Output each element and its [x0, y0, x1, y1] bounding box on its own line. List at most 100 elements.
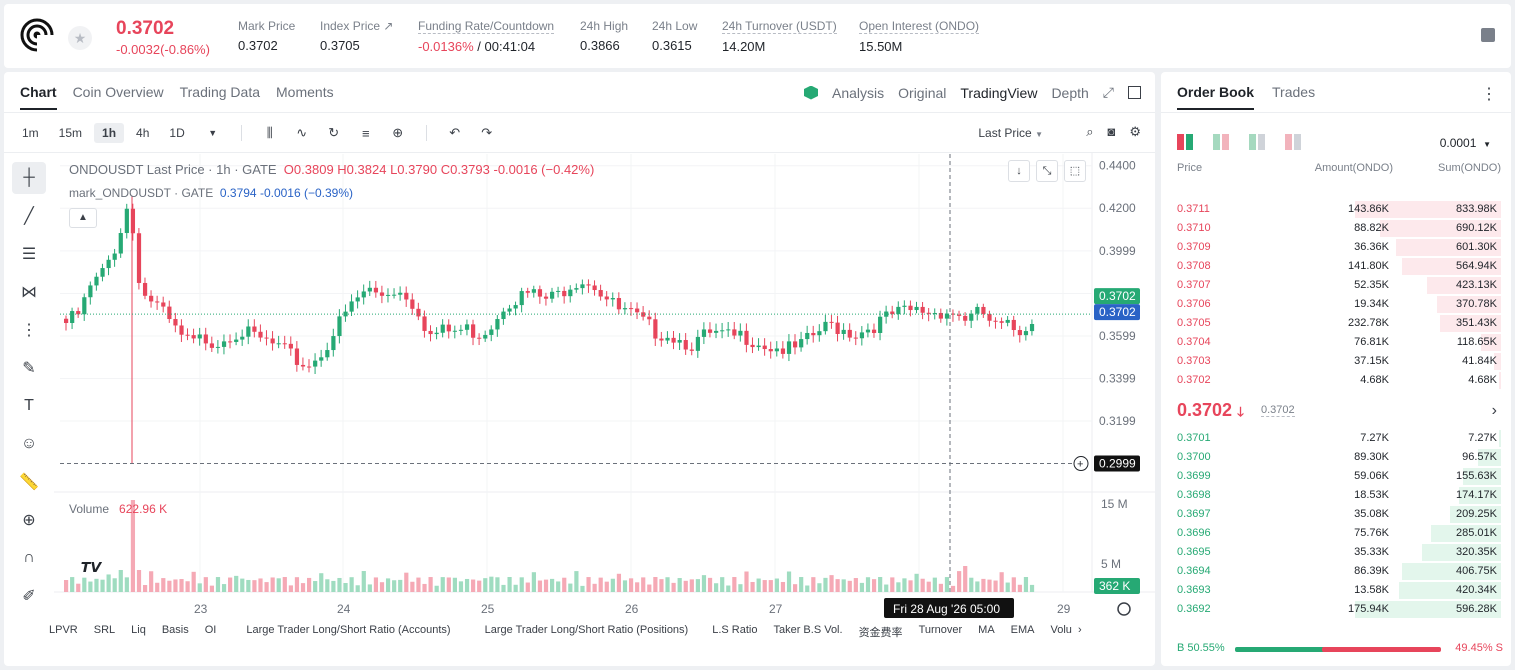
bid-row[interactable]: 0.3694 86.39K 406.75K: [1161, 562, 1511, 581]
bid-row[interactable]: 0.3701 7.27K 7.27K: [1161, 429, 1511, 448]
indicator-ls-accounts[interactable]: Large Trader Long/Short Ratio (Accounts): [246, 624, 451, 636]
fib-icon[interactable]: ⋮: [21, 322, 37, 339]
ask-row[interactable]: 0.3708 141.80K 564.94K: [1161, 257, 1511, 276]
tab-coin-overview[interactable]: Coin Overview: [72, 84, 164, 100]
magnet-icon[interactable]: ∩: [23, 549, 35, 566]
chevron-down-icon[interactable]: ▼: [208, 128, 218, 138]
bid-row[interactable]: 0.3699 59.06K 155.63K: [1161, 467, 1511, 486]
bid-row[interactable]: 0.3692 175.94K 596.28K: [1161, 600, 1511, 619]
tab-original[interactable]: Original: [898, 84, 947, 101]
pattern-icon[interactable]: ⋈: [21, 284, 37, 301]
candle-body: [720, 330, 725, 332]
depth-bar: [1439, 315, 1501, 332]
indicator-oi[interactable]: OI: [204, 624, 217, 636]
ask-row[interactable]: 0.3710 88.82K 690.12K: [1161, 219, 1511, 238]
zoom-in-icon[interactable]: ⊕: [22, 512, 36, 529]
timeframe-4h[interactable]: 4h: [136, 126, 150, 140]
emoji-icon[interactable]: ☺: [20, 435, 38, 452]
camera-icon[interactable]: ◙: [1107, 124, 1116, 139]
indicator-volume[interactable]: Volu: [1050, 624, 1072, 636]
add-alert-icon[interactable]: ⊕: [392, 125, 404, 140]
ask-row[interactable]: 0.3705 232.78K 351.43K: [1161, 314, 1511, 333]
tab-chart[interactable]: Chart: [20, 84, 57, 110]
window-icon[interactable]: [1128, 86, 1141, 99]
indicator-funding-rate[interactable]: 资金费率: [858, 627, 903, 639]
timeframe-1m[interactable]: 1m: [22, 126, 39, 140]
bid-row[interactable]: 0.3697 35.08K 209.25K: [1161, 505, 1511, 524]
indicator-ls-ratio[interactable]: L.S Ratio: [712, 624, 758, 636]
tab-trading-data[interactable]: Trading Data: [179, 84, 261, 100]
indicator-ma[interactable]: MA: [978, 624, 995, 636]
pencil-icon[interactable]: ✐: [22, 588, 36, 605]
brush-icon[interactable]: ✎: [22, 360, 36, 377]
undo-icon[interactable]: ↶: [449, 125, 461, 140]
timeframe-15m[interactable]: 15m: [58, 126, 83, 140]
bid-row[interactable]: 0.3698 18.53K 174.17K: [1161, 486, 1511, 505]
more-vertical-icon[interactable]: ⋮: [1481, 86, 1497, 103]
tab-moments[interactable]: Moments: [276, 84, 334, 100]
tab-analysis[interactable]: Analysis: [832, 84, 885, 101]
indicator-basis[interactable]: Basis: [161, 624, 189, 636]
candle-type-icon[interactable]: ⫼: [266, 125, 273, 140]
divider: [4, 152, 1155, 153]
compare-icon[interactable]: ↻: [328, 125, 340, 140]
ask-row[interactable]: 0.3707 52.35K 423.13K: [1161, 276, 1511, 295]
gear-icon[interactable]: ⚙: [1129, 124, 1141, 139]
precision-select[interactable]: 0.0001 ▼: [1440, 136, 1491, 150]
ask-row[interactable]: 0.3706 19.34K 370.78K: [1161, 295, 1511, 314]
tab-tradingview[interactable]: TradingView: [960, 84, 1038, 101]
indicator-liq[interactable]: Liq: [131, 624, 146, 636]
view-both-icon[interactable]: [1177, 134, 1193, 150]
text-icon[interactable]: T: [24, 397, 34, 414]
candle-body: [726, 329, 731, 331]
favorite-star-icon[interactable]: ★: [68, 26, 92, 50]
indicator-ls-positions[interactable]: Large Trader Long/Short Ratio (Positions…: [484, 624, 689, 636]
indicator-turnover[interactable]: Turnover: [918, 624, 963, 636]
indicator-ema[interactable]: EMA: [1010, 624, 1035, 636]
indicator-taker-vol[interactable]: Taker B.S Vol.: [773, 624, 843, 636]
indicator-lpvr[interactable]: LPVR: [49, 624, 78, 636]
view-asks-icon[interactable]: [1285, 134, 1301, 150]
divider: [4, 112, 1155, 113]
notebook-icon[interactable]: [1481, 28, 1495, 42]
view-both-alt-icon[interactable]: [1213, 134, 1229, 150]
arrow-down-button[interactable]: ↓: [1008, 160, 1030, 182]
bid-row[interactable]: 0.3696 75.76K 285.01K: [1161, 524, 1511, 543]
view-bids-icon[interactable]: [1249, 134, 1265, 150]
ask-row[interactable]: 0.3702 4.68K 4.68K: [1161, 371, 1511, 390]
bid-row[interactable]: 0.3693 13.58K 420.34K: [1161, 581, 1511, 600]
bid-row[interactable]: 0.3700 89.30K 96.57K: [1161, 448, 1511, 467]
horizontal-lines-icon[interactable]: ☰: [21, 246, 37, 263]
collapse-legend-button[interactable]: ▲: [69, 208, 97, 228]
chevron-right-icon[interactable]: ›: [1491, 402, 1497, 419]
tab-order-book[interactable]: Order Book: [1177, 84, 1255, 110]
stat-funding-rate[interactable]: Funding Rate/Countdown -0.0136% / 00:41:…: [418, 19, 555, 54]
timeframe-1d[interactable]: 1D: [169, 126, 185, 140]
candle-body: [592, 285, 597, 291]
stat-index-price[interactable]: Index Price ↗ 0.3705: [320, 19, 393, 53]
crosshair-icon[interactable]: ┼: [12, 162, 46, 194]
timeframe-1h[interactable]: 1h: [94, 123, 125, 143]
maximize-button[interactable]: ⬚: [1064, 160, 1086, 182]
expand-icon[interactable]: ⤢: [1102, 84, 1114, 100]
redo-icon[interactable]: ↷: [481, 125, 493, 140]
ask-row[interactable]: 0.3704 76.81K 118.65K: [1161, 333, 1511, 352]
bid-row[interactable]: 0.3695 35.33K 320.35K: [1161, 543, 1511, 562]
ruler-icon[interactable]: 📏: [19, 474, 39, 491]
collapse-button[interactable]: ⤡: [1036, 160, 1058, 182]
tab-depth[interactable]: Depth: [1051, 84, 1089, 101]
indicators-icon[interactable]: ∿: [296, 125, 308, 140]
ask-row[interactable]: 0.3703 37.15K 41.84K: [1161, 352, 1511, 371]
stat-label: Open Interest (ONDO): [859, 19, 980, 34]
templates-icon[interactable]: ≡: [361, 125, 370, 141]
ask-row[interactable]: 0.3711 143.86K 833.98K: [1161, 200, 1511, 219]
ask-row[interactable]: 0.3709 36.36K 601.30K: [1161, 238, 1511, 257]
search-icon[interactable]: ⌕: [1086, 124, 1094, 139]
price-chart[interactable]: 0.44000.42000.39990.37990.35990.33990.31…: [4, 72, 1155, 666]
trend-line-icon[interactable]: ╱: [24, 208, 34, 225]
price-type-select[interactable]: Last Price ▼: [978, 126, 1043, 140]
indicator-srl[interactable]: SRL: [93, 624, 116, 636]
candle-body: [373, 287, 379, 293]
chevron-right-icon[interactable]: ›: [1077, 624, 1082, 636]
tab-trades[interactable]: Trades: [1272, 84, 1316, 100]
